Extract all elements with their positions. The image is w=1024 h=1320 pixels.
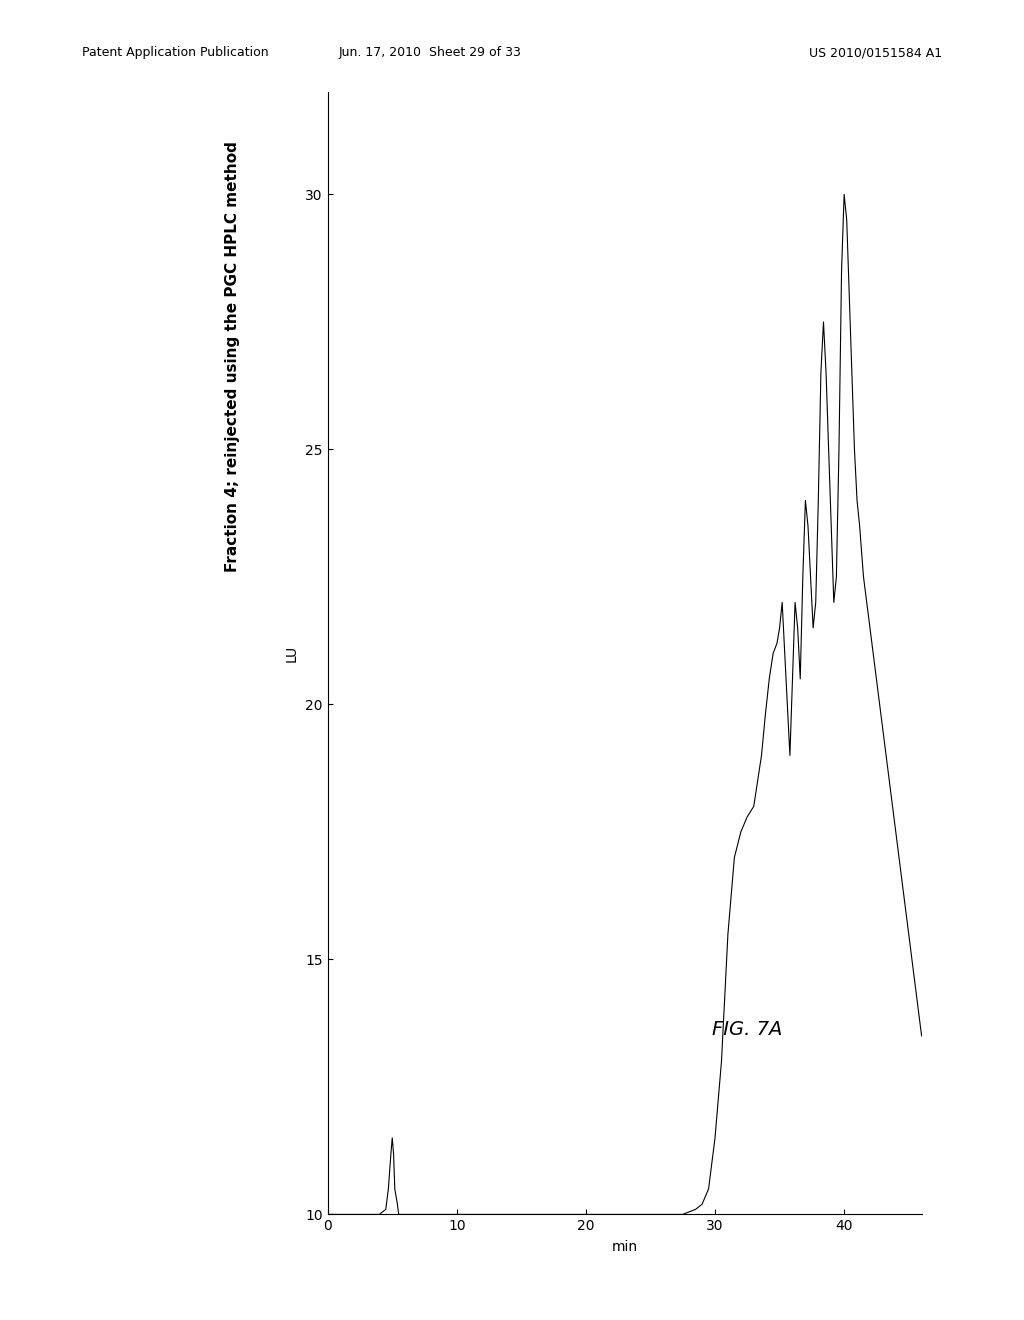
X-axis label: min: min [611,1241,638,1254]
Text: Jun. 17, 2010  Sheet 29 of 33: Jun. 17, 2010 Sheet 29 of 33 [339,46,521,59]
Text: Patent Application Publication: Patent Application Publication [82,46,268,59]
Text: Fraction 4; reinjected using the PGC HPLC method: Fraction 4; reinjected using the PGC HPL… [225,141,241,572]
Text: US 2010/0151584 A1: US 2010/0151584 A1 [809,46,942,59]
Text: FIG. 7A: FIG. 7A [713,1020,782,1039]
Y-axis label: LU: LU [285,645,298,661]
